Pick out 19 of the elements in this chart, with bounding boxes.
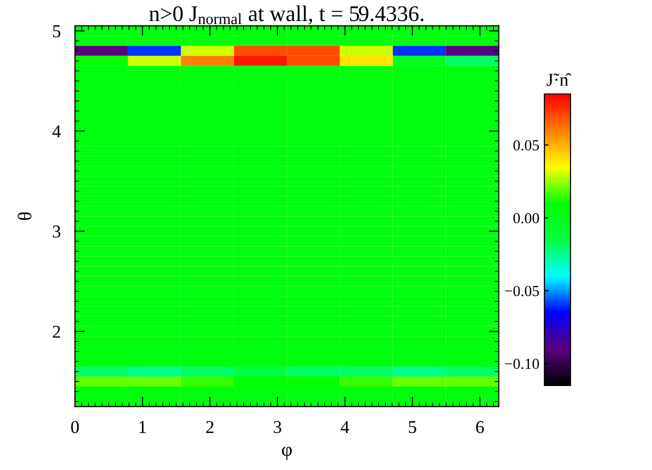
- x-tick-label: 1: [140, 421, 146, 433]
- x-tick-label: 3: [274, 421, 282, 434]
- x-axis-title: φ: [282, 446, 292, 460]
- color-bar-label: −0.10: [504, 358, 539, 370]
- y-tick-label: 5: [53, 25, 60, 38]
- x-tick-label: 0: [71, 420, 79, 434]
- y-tick-label: 2: [52, 326, 60, 338]
- y-tick-label: 3: [52, 226, 60, 238]
- color-bar-label: 0.05: [513, 140, 539, 151]
- x-tick-label: 2: [206, 421, 214, 433]
- chart-title: n>0 J$_{normal}$ at wall, t = 59.4336.: [149, 6, 424, 24]
- y-axis-title: θ: [18, 212, 32, 220]
- x-tick-label: 5: [408, 421, 416, 434]
- y-tick-label: 4: [52, 125, 61, 138]
- x-tick-label: 4: [340, 421, 350, 433]
- color-bar-title: J̃·n̂: [546, 73, 572, 86]
- color-bar-label: −0.05: [504, 286, 539, 296]
- color-bar-label: 0.00: [513, 212, 539, 224]
- x-tick-label: 6: [476, 421, 484, 434]
